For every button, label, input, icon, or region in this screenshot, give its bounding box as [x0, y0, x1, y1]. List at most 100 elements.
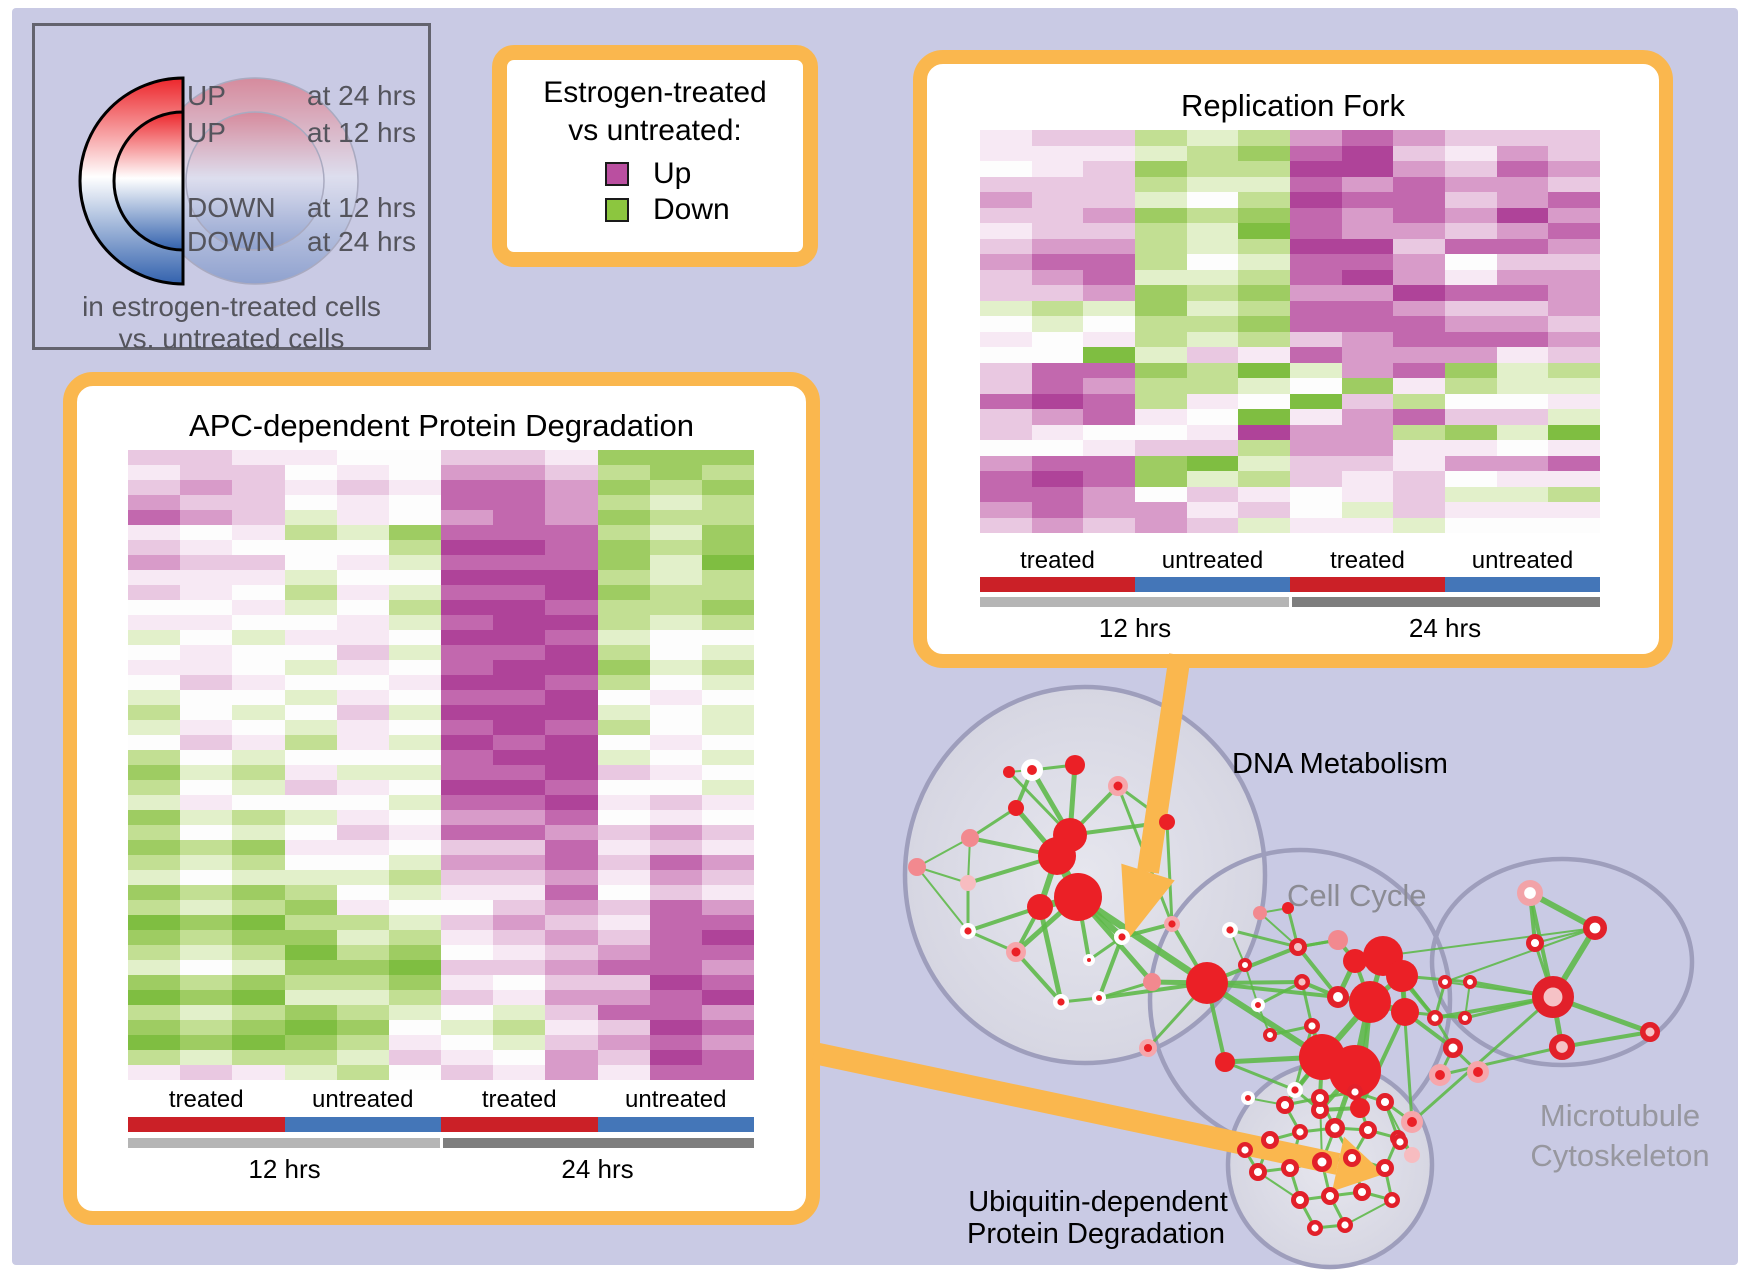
heatmap-row — [980, 409, 1601, 425]
heatmap-cell — [128, 810, 181, 825]
gene-node — [1303, 1018, 1320, 1035]
heatmap-cell — [649, 1065, 702, 1080]
heatmap-cell — [336, 555, 389, 570]
heatmap-cell — [1186, 409, 1239, 425]
heatmap-row — [128, 495, 755, 510]
heatmap-cell — [284, 780, 337, 795]
heatmap-cell — [232, 720, 285, 735]
heatmap-cell — [649, 555, 702, 570]
heatmap-cell — [1445, 285, 1497, 301]
heatmap-cell — [1393, 176, 1446, 192]
heatmap-cell — [180, 615, 233, 630]
gene-node — [1349, 981, 1391, 1023]
heatmap-cell — [128, 780, 181, 795]
heatmap-row — [128, 840, 755, 855]
heatmap-row — [128, 915, 755, 930]
venn-time-3: at 24 hrs — [307, 226, 416, 257]
heatmap-cell — [441, 900, 494, 915]
heatmap-cell — [441, 675, 494, 690]
heatmap-cell — [232, 690, 285, 705]
heatmap-cell — [1393, 269, 1446, 285]
heatmap-cell — [1548, 378, 1601, 394]
repfork-time-labels: 12 hrs 24 hrs — [980, 613, 1600, 644]
heatmap-cell — [1238, 316, 1291, 332]
heatmap-cell — [1341, 176, 1394, 192]
gene-node — [1138, 1038, 1157, 1057]
updown-title-line2: vs untreated: — [568, 114, 742, 147]
heatmap-cell — [441, 1020, 494, 1035]
heatmap-cell — [649, 525, 702, 540]
heatmap-cell — [1496, 176, 1549, 192]
heatmap-cell — [1393, 362, 1446, 378]
repfork-time-bars — [980, 597, 1600, 607]
heatmap-cell — [388, 510, 442, 525]
heatmap-cell — [545, 705, 598, 720]
gene-node — [1375, 1092, 1394, 1111]
heatmap-cell — [545, 1050, 598, 1065]
heatmap-cell — [980, 254, 1032, 270]
heatmap-row — [128, 1020, 755, 1035]
heatmap-cell — [388, 540, 442, 555]
heatmap-cell — [388, 1005, 442, 1020]
heatmap-cell — [284, 900, 337, 915]
heatmap-cell — [1186, 223, 1239, 239]
heatmap-cell — [284, 510, 337, 525]
heatmap-cell — [1341, 223, 1394, 239]
heatmap-cell — [1445, 347, 1497, 363]
heatmap-row — [980, 130, 1601, 146]
updown-title-line1: Estrogen-treated — [543, 76, 767, 109]
heatmap-cell — [649, 945, 702, 960]
heatmap-cell — [1186, 393, 1239, 409]
heatmap-cell — [1238, 269, 1291, 285]
heatmap-cell — [284, 690, 337, 705]
heatmap-cell — [441, 540, 494, 555]
heatmap-cell — [1238, 285, 1291, 301]
heatmap-cell — [232, 705, 285, 720]
heatmap-cell — [1445, 393, 1497, 409]
heatmap-cell — [1135, 223, 1187, 239]
heatmap-cell — [441, 615, 494, 630]
heatmap-row — [128, 870, 755, 885]
heatmap-cell — [597, 615, 650, 630]
gene-node — [1052, 994, 1069, 1011]
heatmap-cell — [128, 915, 181, 930]
heatmap-cell — [232, 495, 285, 510]
heatmap-cell — [1290, 378, 1342, 394]
heatmap-row — [980, 331, 1601, 347]
heatmap-cell — [180, 720, 233, 735]
heatmap-cell — [1393, 207, 1446, 223]
heatmap-cell — [493, 465, 546, 480]
heatmap-cell — [180, 870, 233, 885]
heatmap-cell — [545, 810, 598, 825]
gene-node — [1286, 1081, 1303, 1098]
heatmap-cell — [128, 795, 181, 810]
ubiquitin-label-line2: Protein Degradation — [967, 1218, 1225, 1250]
heatmap-cell — [545, 555, 598, 570]
gene-node — [1241, 1091, 1255, 1105]
heatmap-cell — [1135, 331, 1187, 347]
heatmap-cell — [1186, 517, 1239, 533]
heatmap-row — [128, 795, 755, 810]
heatmap-cell — [232, 870, 285, 885]
heatmap-cell — [128, 660, 181, 675]
heatmap-cell — [1031, 471, 1084, 487]
heatmap-cell — [1445, 145, 1497, 161]
heatmap-cell — [545, 450, 598, 465]
heatmap-cell — [284, 1050, 337, 1065]
heatmap-cell — [284, 855, 337, 870]
heatmap-cell — [336, 495, 389, 510]
heatmap-cell — [1341, 269, 1394, 285]
heatmap-cell — [649, 900, 702, 915]
heatmap-cell — [1290, 145, 1342, 161]
heatmap-cell — [128, 735, 181, 750]
heatmap-cell — [1548, 347, 1601, 363]
heatmap-cell — [1445, 300, 1497, 316]
heatmap-cell — [545, 915, 598, 930]
gene-node — [1290, 1190, 1309, 1209]
gene-node — [1438, 975, 1452, 989]
heatmap-cell — [1238, 300, 1291, 316]
heatmap-cell — [388, 750, 442, 765]
heatmap-cell — [388, 585, 442, 600]
updown-legend-box: Estrogen-treated vs untreated: Up Down — [492, 45, 818, 267]
heatmap-cell — [980, 378, 1032, 394]
